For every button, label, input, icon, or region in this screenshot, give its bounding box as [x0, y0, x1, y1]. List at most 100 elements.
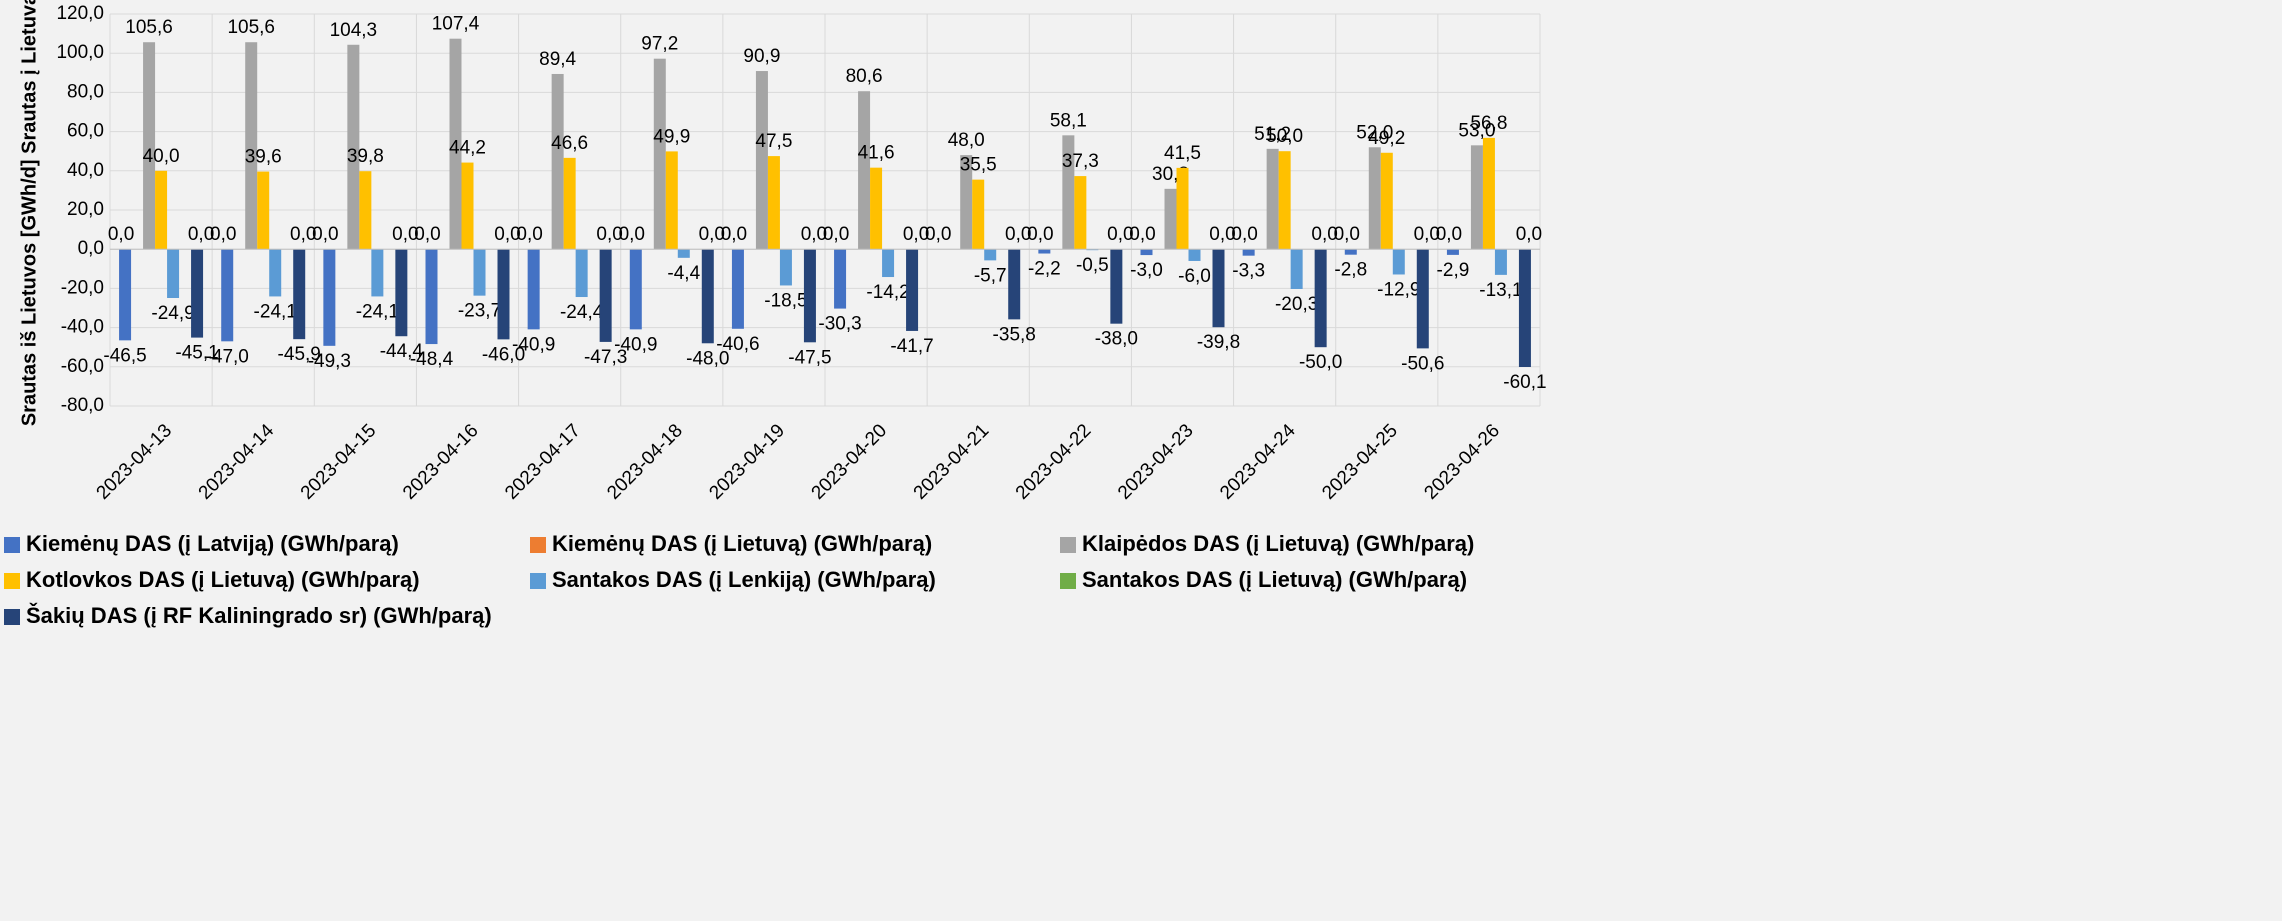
- bar: [1392, 249, 1405, 275]
- data-label: 105,6: [125, 17, 173, 38]
- data-label: 0,0: [290, 224, 316, 245]
- legend-label: Klaipėdos DAS (į Lietuvą) (GWh/parą): [1082, 531, 1474, 556]
- data-label: 0,0: [392, 224, 418, 245]
- data-label: 89,4: [539, 49, 576, 70]
- bar: [1266, 148, 1279, 250]
- y-tick-label: 0,0: [78, 238, 104, 259]
- data-label: 58,1: [1050, 110, 1087, 131]
- bar: [1038, 249, 1051, 254]
- data-label: 0,0: [312, 224, 338, 245]
- data-label: -40,6: [716, 334, 759, 355]
- y-tick-label: 120,0: [56, 3, 104, 24]
- data-label: -46,5: [103, 345, 146, 366]
- data-label: -24,4: [560, 302, 604, 323]
- legend-swatch: [1060, 573, 1076, 589]
- bar: [803, 249, 816, 343]
- bar: [653, 58, 666, 250]
- legend-swatch: [1060, 537, 1076, 553]
- bar: [906, 249, 919, 331]
- y-tick-label: 40,0: [67, 160, 104, 181]
- data-label: 53,0: [1458, 120, 1495, 141]
- bar: [527, 249, 540, 330]
- bar: [449, 38, 462, 250]
- data-label: 41,6: [858, 143, 895, 164]
- data-label: -47,5: [788, 347, 831, 368]
- data-label: 0,0: [596, 224, 622, 245]
- data-label: 37,3: [1062, 151, 1099, 172]
- bar: [371, 249, 384, 297]
- data-label: 107,4: [432, 14, 480, 35]
- data-label: -40,9: [512, 334, 555, 355]
- data-label: -30,3: [818, 314, 861, 335]
- bar: [425, 249, 438, 345]
- data-label: -46,0: [482, 344, 525, 365]
- data-label: 0,0: [1107, 224, 1133, 245]
- data-label: 0,0: [721, 224, 747, 245]
- bar: [665, 151, 678, 250]
- data-label: 49,2: [1368, 128, 1405, 149]
- bar: [1344, 249, 1357, 255]
- bar: [755, 71, 768, 250]
- data-label: -41,7: [890, 336, 933, 357]
- data-label: 0,0: [210, 224, 236, 245]
- data-label: 0,0: [1005, 224, 1031, 245]
- data-label: -50,0: [1299, 352, 1342, 373]
- data-label: 49,9: [653, 126, 690, 147]
- data-label: 0,0: [414, 224, 440, 245]
- bar: [1278, 151, 1291, 250]
- bar: [473, 249, 486, 296]
- bar: [1416, 249, 1429, 349]
- bar: [870, 167, 883, 250]
- data-label: -3,0: [1130, 260, 1163, 281]
- data-label: -0,5: [1076, 255, 1109, 276]
- data-label: 97,2: [641, 34, 678, 55]
- data-label: 0,0: [801, 224, 827, 245]
- legend-swatch: [4, 537, 20, 553]
- bar: [575, 249, 588, 298]
- data-label: 0,0: [1436, 224, 1462, 245]
- data-label: -6,0: [1178, 266, 1211, 287]
- data-label: -2,2: [1028, 259, 1061, 280]
- data-label: 0,0: [108, 224, 134, 245]
- bar: [1008, 249, 1021, 320]
- bar: [1188, 249, 1201, 261]
- legend-label: Santakos DAS (į Lietuvą) (GWh/parą): [1082, 567, 1467, 592]
- bar: [1314, 249, 1327, 348]
- data-label: -48,0: [686, 348, 729, 369]
- data-label: 0,0: [494, 224, 520, 245]
- legend-label: Kiemėnų DAS (į Latviją) (GWh/parą): [26, 531, 399, 556]
- data-label: 0,0: [699, 224, 725, 245]
- bar: [1176, 167, 1189, 250]
- bar: [1380, 152, 1393, 250]
- y-tick-label: 20,0: [67, 199, 104, 220]
- bar: [1482, 137, 1495, 250]
- data-label: -18,5: [764, 290, 807, 311]
- bar: [767, 156, 780, 250]
- data-label: -50,6: [1401, 353, 1444, 374]
- data-label: 40,0: [143, 146, 180, 167]
- data-label: 39,6: [245, 147, 282, 168]
- data-label: -2,9: [1437, 260, 1470, 281]
- bar: [960, 155, 973, 250]
- bar: [882, 249, 895, 278]
- y-axis-title: Srautas iš Lietuvos [GWh/d] Srautas į Li…: [18, 0, 40, 426]
- bar: [1518, 249, 1531, 367]
- data-label: 0,0: [1231, 224, 1257, 245]
- bar: [191, 249, 204, 338]
- bar: [155, 170, 168, 250]
- data-label: -47,0: [206, 346, 249, 367]
- data-label: -40,9: [614, 334, 657, 355]
- bar: [984, 249, 997, 261]
- bar: [143, 42, 156, 250]
- data-label: -24,9: [151, 303, 194, 324]
- bar: [972, 179, 985, 250]
- y-tick-label: -20,0: [61, 277, 104, 298]
- legend-swatch: [4, 573, 20, 589]
- data-label: -47,3: [584, 347, 627, 368]
- data-label: 0,0: [903, 224, 929, 245]
- legend-swatch: [530, 573, 546, 589]
- data-label: 0,0: [1414, 224, 1440, 245]
- bar: [731, 249, 744, 329]
